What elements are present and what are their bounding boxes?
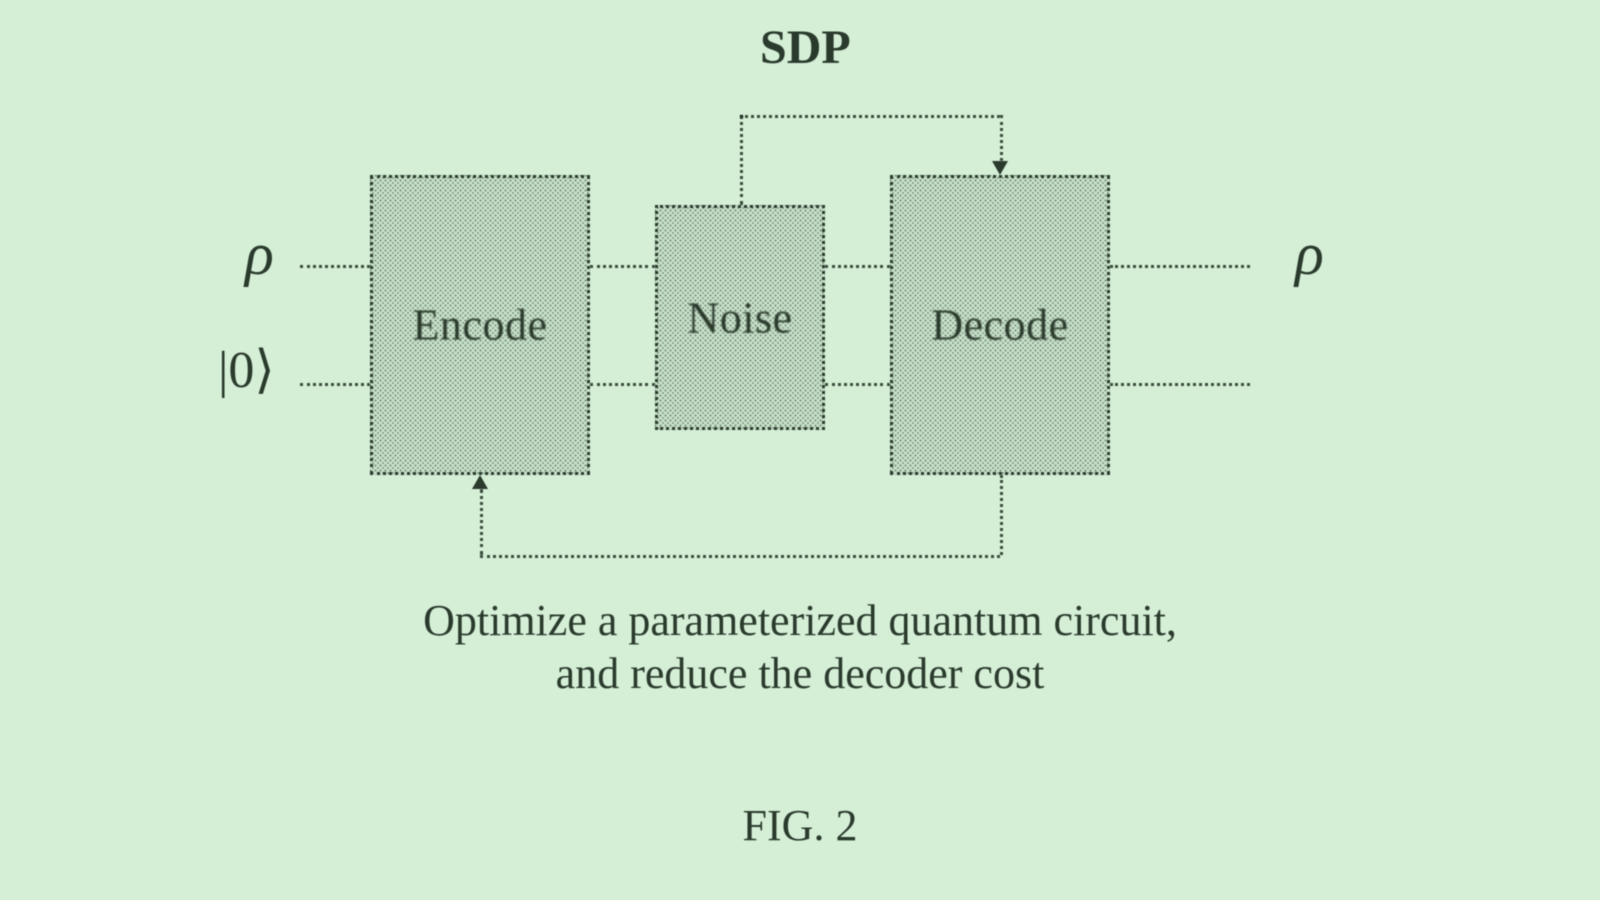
feedback-segment	[1000, 115, 1003, 161]
feedback-segment	[480, 489, 483, 555]
rho-output-label: ρ	[1295, 220, 1324, 289]
wire	[300, 265, 370, 268]
noise-block-label: Noise	[658, 292, 822, 343]
zero-input-label: |0⟩	[218, 340, 275, 400]
caption-line-2: and reduce the decoder cost	[0, 648, 1600, 699]
rho-input-label: ρ	[245, 220, 274, 289]
wire	[300, 383, 370, 386]
feedback-segment	[740, 115, 1000, 118]
arrowhead-up-icon	[472, 475, 488, 489]
wire	[590, 383, 655, 386]
decode-block: Decode	[890, 175, 1110, 475]
figure-label: FIG. 2	[0, 800, 1600, 851]
feedback-segment	[740, 115, 743, 205]
diagram-canvas: SDP ρ |0⟩ ρ Optimize a parameterized qua…	[0, 0, 1600, 900]
noise-block: Noise	[655, 205, 825, 430]
sdp-label: SDP	[760, 20, 851, 75]
arrowhead-down-icon	[992, 161, 1008, 175]
feedback-segment	[1000, 475, 1003, 555]
wire	[590, 265, 655, 268]
wire	[825, 383, 890, 386]
wire	[825, 265, 890, 268]
wire	[1110, 383, 1250, 386]
encode-block: Encode	[370, 175, 590, 475]
decode-block-label: Decode	[893, 300, 1107, 351]
caption-line-1: Optimize a parameterized quantum circuit…	[0, 595, 1600, 646]
wire	[1110, 265, 1250, 268]
encode-block-label: Encode	[373, 300, 587, 351]
feedback-segment	[480, 555, 1000, 558]
